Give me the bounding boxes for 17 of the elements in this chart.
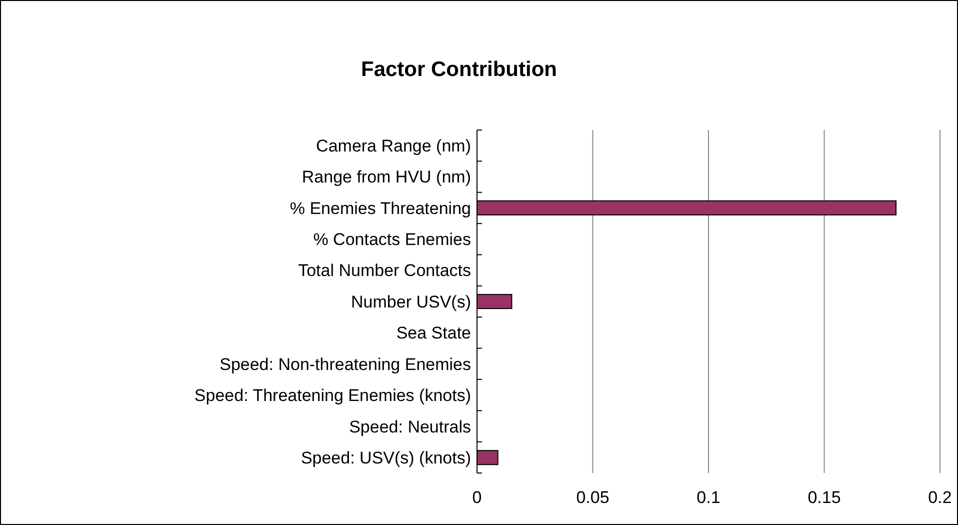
y-tick-label: Speed: USV(s) (knots) — [300, 448, 471, 468]
y-tick-label: Sea State — [396, 324, 471, 343]
y-tick-label: Speed: Neutrals — [349, 417, 471, 436]
x-tick-label: 0.1 — [696, 488, 720, 507]
x-tick-label: 0.15 — [808, 488, 841, 507]
y-tick-label: Range from HVU (nm) — [302, 168, 471, 187]
y-tick-label: Number USV(s) — [351, 292, 471, 312]
y-tick-label: Speed: Non-threatening Enemies — [220, 354, 471, 374]
y-tick-label: % Enemies Threatening — [290, 198, 471, 218]
y-tick-label: Total Number Contacts — [298, 261, 471, 280]
y-tick-label: Speed: Threatening Enemies (knots) — [194, 386, 471, 406]
x-tick-label: 0.05 — [576, 488, 610, 507]
y-tick-label: % Contacts Enemies — [313, 230, 471, 250]
chart-title: Factor Contribution — [361, 58, 557, 81]
y-tick-label: Camera Range (nm) — [316, 136, 471, 156]
x-tick-label: 0.2 — [928, 488, 952, 507]
x-tick-label: 0 — [472, 488, 482, 507]
